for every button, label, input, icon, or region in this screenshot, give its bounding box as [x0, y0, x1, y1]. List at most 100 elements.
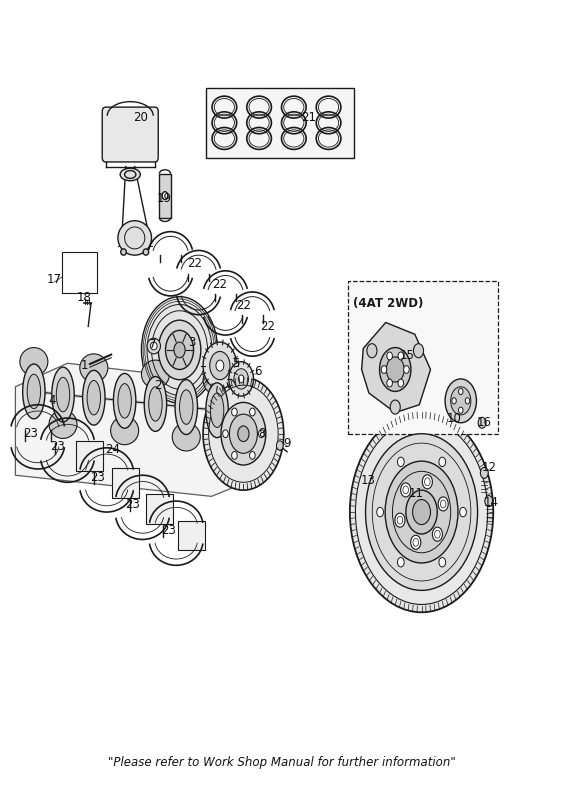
Circle shape	[210, 351, 230, 380]
Bar	[178, 520, 205, 550]
Ellipse shape	[23, 364, 45, 419]
Circle shape	[397, 457, 404, 467]
Bar	[146, 494, 173, 523]
Ellipse shape	[87, 380, 101, 415]
Text: 2: 2	[154, 379, 162, 391]
Bar	[206, 87, 354, 158]
Circle shape	[398, 352, 404, 360]
Circle shape	[390, 400, 400, 414]
Ellipse shape	[120, 249, 126, 255]
Circle shape	[158, 320, 201, 380]
Circle shape	[397, 557, 404, 567]
Circle shape	[249, 451, 255, 459]
Ellipse shape	[118, 221, 151, 255]
Text: 16: 16	[477, 417, 492, 429]
Circle shape	[229, 362, 253, 396]
Circle shape	[174, 342, 185, 358]
Text: 22: 22	[187, 257, 202, 270]
Text: 23: 23	[23, 428, 38, 440]
Ellipse shape	[52, 367, 74, 422]
Circle shape	[459, 507, 466, 516]
Circle shape	[216, 360, 224, 371]
Ellipse shape	[203, 366, 231, 395]
Circle shape	[367, 343, 377, 358]
Polygon shape	[361, 322, 431, 413]
Circle shape	[229, 414, 257, 454]
Text: 12: 12	[481, 461, 496, 474]
Ellipse shape	[172, 423, 200, 451]
Circle shape	[141, 296, 218, 403]
Circle shape	[350, 412, 493, 612]
Text: 22: 22	[260, 320, 275, 333]
FancyBboxPatch shape	[102, 107, 158, 162]
Circle shape	[276, 441, 283, 450]
Circle shape	[231, 451, 237, 459]
Text: 15: 15	[400, 349, 415, 362]
Text: 23: 23	[126, 498, 141, 511]
Circle shape	[221, 402, 266, 465]
Text: 17: 17	[47, 273, 62, 286]
Bar	[77, 441, 104, 471]
Text: 6: 6	[254, 365, 262, 377]
Bar	[112, 468, 139, 498]
Text: 18: 18	[77, 291, 92, 304]
Circle shape	[385, 461, 458, 563]
Text: 22: 22	[236, 299, 251, 312]
Circle shape	[355, 420, 488, 604]
Circle shape	[432, 527, 443, 542]
Ellipse shape	[27, 374, 41, 409]
Ellipse shape	[147, 338, 160, 354]
Text: 19: 19	[157, 193, 171, 205]
Text: 9: 9	[283, 438, 291, 450]
Ellipse shape	[83, 370, 105, 425]
Ellipse shape	[175, 380, 198, 435]
Circle shape	[406, 490, 437, 534]
Circle shape	[387, 352, 392, 360]
Circle shape	[451, 387, 471, 415]
Ellipse shape	[124, 171, 136, 178]
Text: 10: 10	[446, 412, 462, 424]
Circle shape	[379, 347, 411, 391]
Circle shape	[485, 496, 493, 506]
Circle shape	[365, 434, 477, 590]
Circle shape	[458, 388, 463, 395]
Circle shape	[452, 398, 456, 404]
Text: 11: 11	[408, 487, 423, 500]
Ellipse shape	[120, 168, 140, 181]
Circle shape	[377, 507, 383, 516]
Circle shape	[231, 408, 237, 416]
Text: 20: 20	[133, 111, 148, 124]
Circle shape	[238, 426, 249, 442]
Ellipse shape	[180, 390, 193, 424]
Ellipse shape	[162, 192, 168, 200]
Circle shape	[223, 430, 228, 438]
Text: 8: 8	[258, 428, 266, 440]
Text: 22: 22	[212, 278, 227, 292]
Circle shape	[381, 365, 387, 373]
Ellipse shape	[113, 373, 136, 428]
Circle shape	[258, 430, 264, 438]
Circle shape	[404, 365, 409, 373]
Text: 23: 23	[90, 471, 105, 484]
Ellipse shape	[20, 347, 48, 376]
Text: 14: 14	[484, 496, 499, 509]
Ellipse shape	[206, 383, 228, 438]
Circle shape	[238, 375, 244, 383]
Text: 23: 23	[50, 439, 65, 453]
Bar	[347, 281, 498, 434]
Ellipse shape	[150, 342, 157, 350]
Circle shape	[166, 330, 194, 369]
Text: 21: 21	[301, 111, 316, 124]
Text: 23: 23	[161, 523, 176, 537]
Circle shape	[401, 483, 411, 497]
Circle shape	[413, 343, 423, 358]
Circle shape	[395, 513, 405, 527]
Ellipse shape	[49, 410, 77, 439]
Circle shape	[203, 377, 284, 490]
Circle shape	[422, 475, 432, 489]
Circle shape	[445, 379, 476, 423]
Circle shape	[234, 369, 248, 389]
Ellipse shape	[211, 393, 224, 428]
Circle shape	[411, 535, 421, 549]
Polygon shape	[159, 174, 171, 218]
